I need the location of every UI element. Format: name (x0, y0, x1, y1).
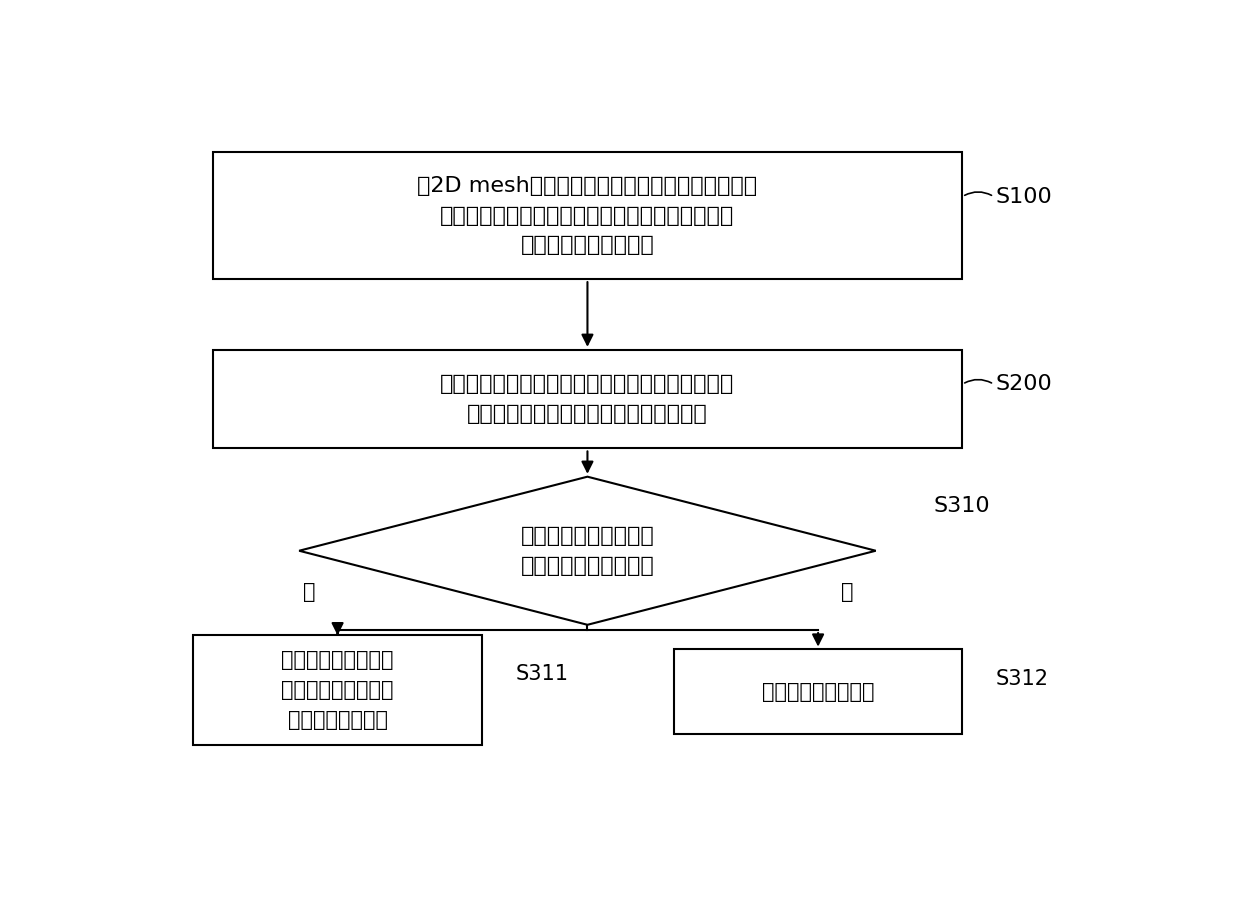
Text: S312: S312 (996, 669, 1049, 689)
Text: 控制路由包结束路由: 控制路由包结束路由 (761, 682, 874, 702)
Text: S100: S100 (996, 187, 1053, 207)
Bar (213, 152, 962, 279)
Polygon shape (299, 476, 875, 625)
Text: 在2D mesh网络的源节点生成路由包时，在路由包
中分配储存多播使能信息，多播方向信息和多播步
长信息的多播控制区段: 在2D mesh网络的源节点生成路由包时，在路由包 中分配储存多播使能信息，多播… (418, 176, 758, 256)
Text: S311: S311 (516, 664, 568, 683)
Bar (213, 350, 962, 449)
Text: S200: S200 (996, 375, 1053, 394)
Text: 判断多播控制区段中的
多播使能信息是否有效: 判断多播控制区段中的 多播使能信息是否有效 (521, 526, 655, 575)
Text: 由路由包中提取目标节点地址，并根据目标节点地
址将路由包通过路由网络传输至目标节点: 由路由包中提取目标节点地址，并根据目标节点地 址将路由包通过路由网络传输至目标节… (440, 375, 734, 424)
Text: S310: S310 (934, 496, 990, 517)
Bar (193, 636, 481, 745)
Text: 是: 是 (303, 582, 315, 602)
Bar (675, 649, 962, 734)
Text: 根据多播方向信息和
多播步长信息控制路
由包进行多播路由: 根据多播方向信息和 多播步长信息控制路 由包进行多播路由 (281, 650, 394, 730)
Text: 否: 否 (841, 582, 853, 602)
